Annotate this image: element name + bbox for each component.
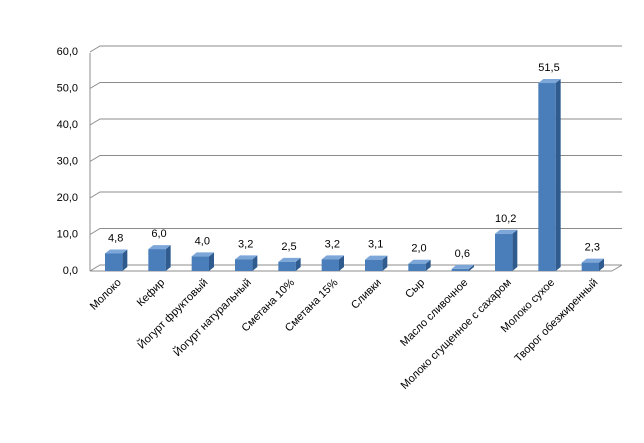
grid-line bbox=[89, 82, 622, 89]
x-tick-label: Кефир bbox=[135, 277, 167, 309]
bar-top bbox=[408, 259, 431, 264]
value-label: 0,6 bbox=[455, 248, 470, 260]
grid-line bbox=[89, 191, 622, 199]
bar-top bbox=[191, 252, 214, 257]
bar bbox=[408, 263, 426, 271]
bar-side bbox=[599, 258, 604, 271]
x-tick-label: Сливки bbox=[349, 277, 384, 312]
grid-line bbox=[89, 155, 622, 162]
grid-line bbox=[89, 264, 622, 272]
bar-side bbox=[512, 229, 518, 271]
bar-top bbox=[451, 264, 474, 269]
bar bbox=[235, 259, 253, 271]
value-label: 3,2 bbox=[325, 238, 340, 250]
bar bbox=[365, 259, 383, 271]
x-tick-label: Йогурт фруктовый bbox=[135, 276, 211, 352]
bar bbox=[451, 268, 469, 271]
bar-top bbox=[235, 255, 258, 260]
bar-side bbox=[165, 245, 171, 271]
bar-side bbox=[425, 259, 431, 271]
value-label: 10,2 bbox=[495, 213, 516, 225]
bar bbox=[581, 262, 599, 271]
bar-top bbox=[321, 255, 344, 260]
grid-line bbox=[89, 45, 622, 53]
value-label: 4,0 bbox=[195, 235, 210, 247]
bar bbox=[278, 261, 296, 271]
grid-line bbox=[89, 228, 622, 235]
value-label: 4,8 bbox=[108, 232, 123, 244]
value-label: 2,5 bbox=[281, 241, 296, 253]
bar-side bbox=[382, 255, 388, 271]
y-tick-label: 60,0 bbox=[57, 46, 78, 58]
bar-side bbox=[209, 252, 214, 271]
bar bbox=[321, 259, 339, 271]
x-tick-label: Йогурт натуральный bbox=[171, 276, 254, 359]
grid-line bbox=[89, 118, 622, 126]
bar-top bbox=[538, 79, 561, 84]
value-label: 2,3 bbox=[585, 242, 600, 254]
y-tick-label: 20,0 bbox=[57, 192, 78, 204]
bar-top bbox=[278, 257, 301, 262]
value-label: 51,5 bbox=[538, 62, 559, 74]
y-tick-label: 30,0 bbox=[57, 155, 78, 167]
bar-top bbox=[148, 245, 171, 250]
floor-right bbox=[611, 264, 623, 272]
bar bbox=[148, 249, 166, 271]
y-tick-label: 0,0 bbox=[63, 265, 78, 277]
bar-side bbox=[469, 264, 474, 271]
x-tick-label: Сыр bbox=[403, 277, 427, 301]
y-tick-label: 40,0 bbox=[57, 119, 78, 131]
bar-top bbox=[365, 255, 388, 260]
value-label: 3,1 bbox=[368, 239, 383, 251]
bar bbox=[495, 233, 513, 271]
value-label: 3,2 bbox=[238, 238, 253, 250]
bar bbox=[191, 256, 209, 271]
bar-top bbox=[105, 249, 128, 254]
y-tick-label: 10,0 bbox=[57, 228, 78, 240]
y-tick-label: 50,0 bbox=[57, 82, 78, 94]
bar bbox=[538, 83, 556, 272]
value-label: 2,0 bbox=[411, 243, 426, 255]
bar-side bbox=[339, 255, 344, 271]
value-label: 6,0 bbox=[151, 228, 166, 240]
bar-side bbox=[122, 249, 128, 271]
x-tick-label: Творог обезжиренный bbox=[512, 277, 600, 365]
bar-side bbox=[295, 257, 301, 271]
bar-top bbox=[581, 258, 604, 263]
bar bbox=[105, 253, 123, 271]
bar-top bbox=[495, 229, 518, 234]
bar-side bbox=[555, 79, 561, 272]
bar-side bbox=[252, 255, 258, 271]
x-tick-label: Молоко bbox=[88, 277, 124, 313]
